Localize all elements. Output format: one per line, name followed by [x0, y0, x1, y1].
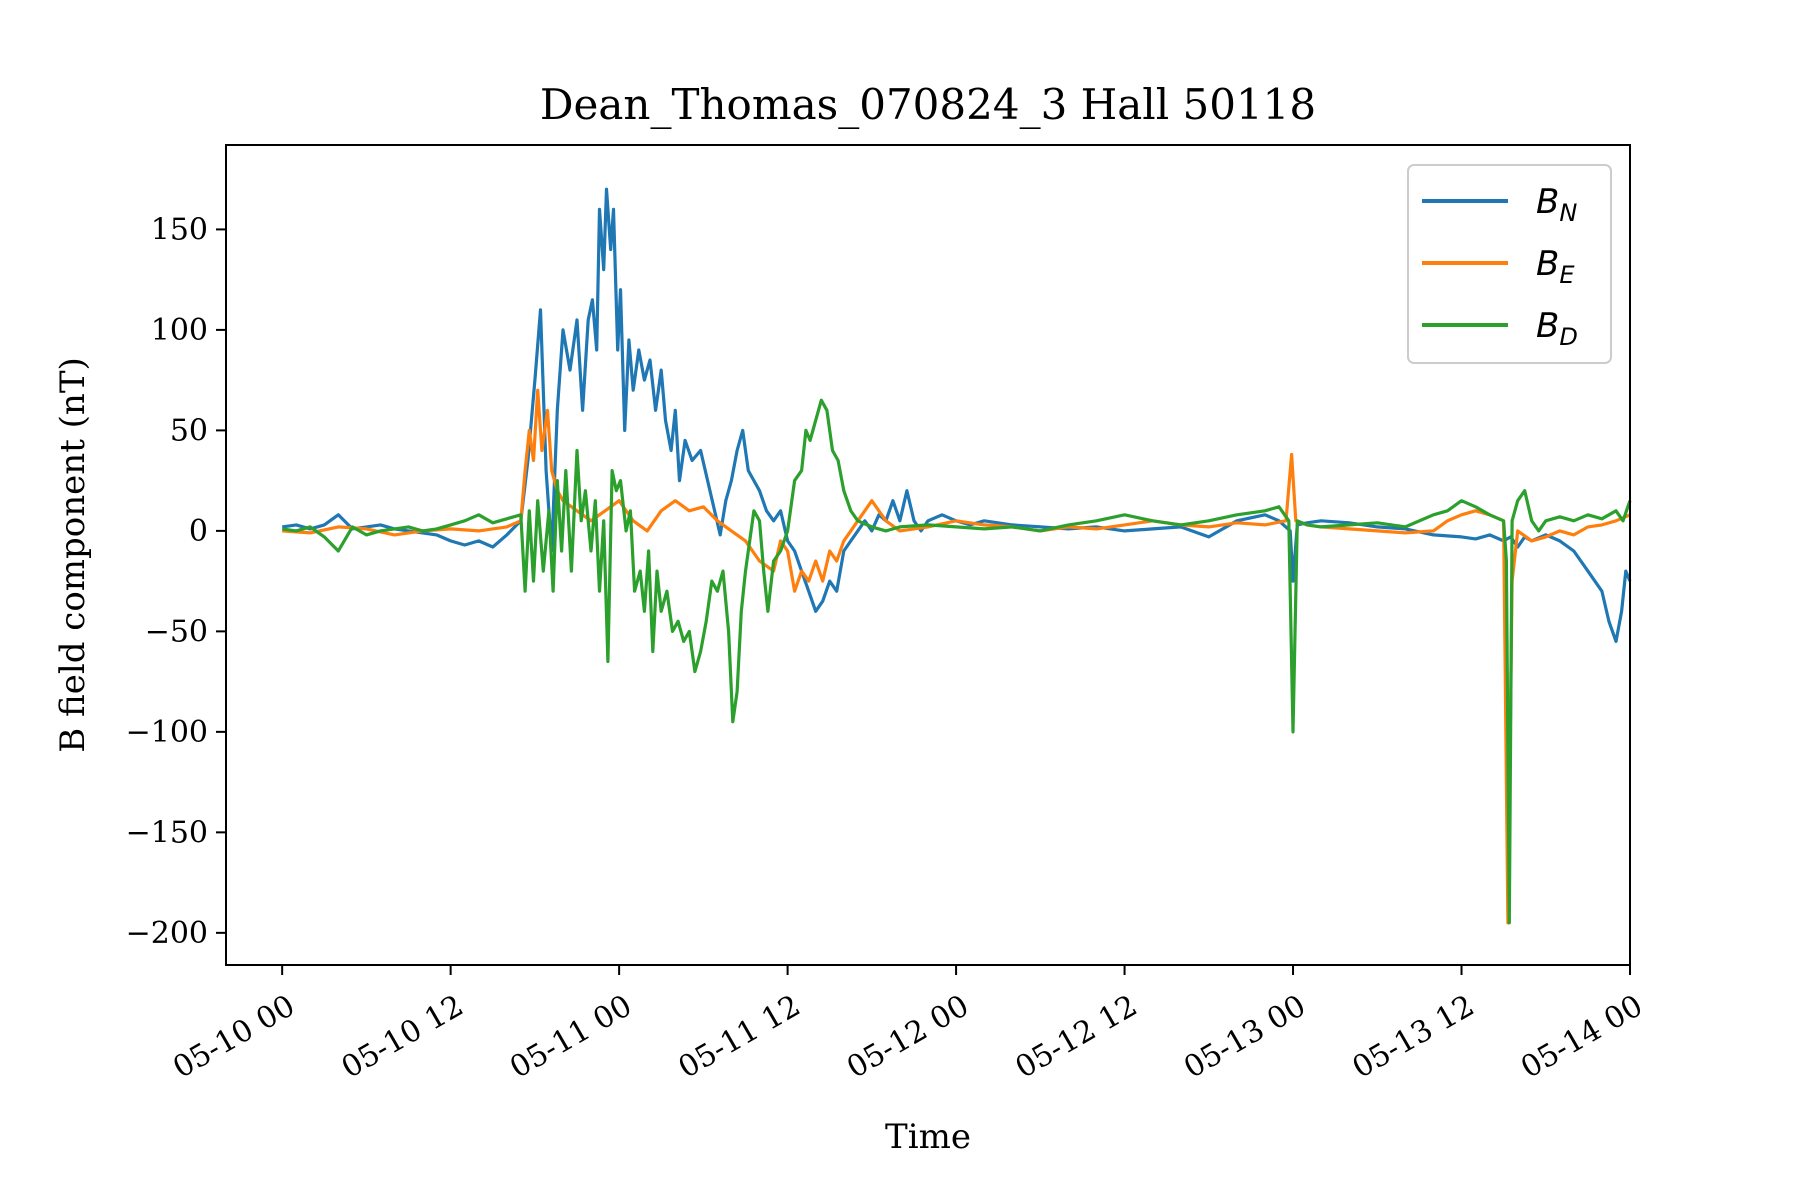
x-tick-label: 05-10 00: [167, 988, 301, 1085]
series-line-B_E: [282, 388, 1631, 925]
legend-label-B_N: BN: [1536, 182, 1577, 227]
legend-label-main: B: [1536, 306, 1559, 346]
chart-title: Dean_Thomas_070824_3 Hall 50118: [540, 80, 1316, 129]
x-tick-label: 05-13 12: [1347, 988, 1481, 1085]
y-tick-label: −200: [126, 916, 208, 951]
x-tick-label: 05-10 12: [336, 988, 470, 1085]
legend-label-main: B: [1536, 244, 1559, 284]
legend-box: [1407, 164, 1612, 364]
legend-label-sub: N: [1559, 199, 1577, 227]
y-tick-label: 150: [151, 212, 208, 247]
legend-label-sub: E: [1559, 261, 1575, 289]
legend-label-sub: D: [1559, 323, 1577, 351]
series-line-B_D: [281, 398, 1632, 925]
x-axis-label: Time: [885, 1117, 971, 1157]
x-tick-label: 05-13 00: [1178, 988, 1312, 1085]
y-tick-label: 0: [189, 514, 208, 549]
y-axis-ticks: 150 100 50 0 −50 −100 −150 −200: [126, 212, 226, 951]
legend-label-main: B: [1536, 182, 1559, 222]
legend-label-B_E: BE: [1536, 244, 1575, 289]
plot-frame: [225, 144, 1631, 966]
plot-lines: [281, 187, 1632, 925]
x-tick-label: 05-12 12: [1010, 988, 1144, 1085]
x-axis-ticks: 05-10 00 05-10 12 05-11 00 05-11 12 05-12 00…: [167, 965, 1649, 1086]
x-tick-label: 05-12 00: [841, 988, 975, 1085]
x-tick-label: 05-11 00: [504, 988, 638, 1085]
y-tick-label: 100: [151, 313, 208, 348]
y-tick-label: −100: [126, 715, 208, 750]
series-line-B_N: [281, 187, 1632, 643]
y-tick-label: −50: [145, 614, 208, 649]
legend-label-B_D: BD: [1536, 306, 1578, 351]
y-axis-label: B field component (nT): [53, 357, 93, 753]
x-tick-label: 05-14 00: [1515, 988, 1649, 1085]
y-tick-label: 50: [170, 413, 208, 448]
x-tick-label: 05-11 12: [673, 988, 807, 1085]
y-tick-label: −150: [126, 815, 208, 850]
